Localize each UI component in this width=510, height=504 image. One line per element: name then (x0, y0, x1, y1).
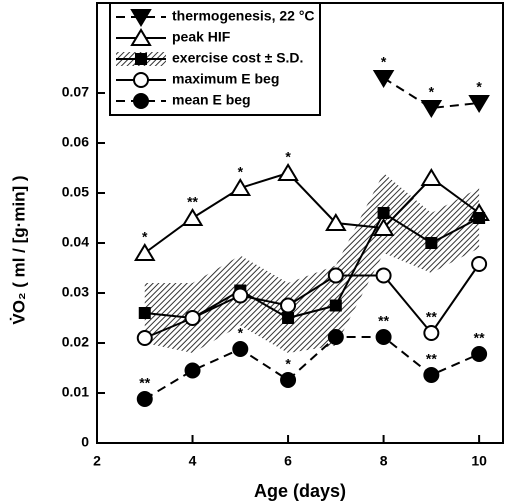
point (133, 243, 156, 261)
legend-marker (133, 72, 149, 88)
point (277, 163, 299, 181)
point (184, 310, 201, 326)
point (423, 325, 440, 341)
point (181, 208, 204, 226)
significance: * (285, 149, 291, 165)
significance: * (142, 229, 148, 245)
point (471, 256, 488, 272)
legend-label: peak HIF (172, 29, 231, 45)
point (280, 372, 297, 388)
x-tick-label: 2 (93, 453, 101, 469)
significance: * (238, 325, 244, 341)
significance: * (381, 54, 387, 70)
point (327, 267, 344, 284)
point (423, 367, 440, 383)
legend-marker (130, 9, 152, 27)
significance: * (238, 164, 244, 180)
y-tick-label: 0.01 (62, 384, 89, 400)
x-tick-label: 6 (284, 453, 292, 469)
point (420, 168, 443, 186)
point (375, 329, 392, 345)
point (325, 213, 347, 231)
point (425, 237, 438, 249)
legend-label: exercise cost ± S.D. (172, 50, 303, 66)
legend-label: maximum E beg (172, 71, 279, 87)
series-line (383, 77, 480, 110)
x-tick-label: 8 (380, 453, 388, 469)
series-line (144, 171, 480, 254)
point (232, 287, 249, 304)
point (138, 307, 151, 319)
significance: ** (426, 351, 437, 367)
point (280, 297, 297, 314)
legend-marker (133, 93, 149, 109)
y-tick-label: 0 (81, 434, 89, 450)
significance: ** (378, 313, 389, 329)
point (372, 70, 395, 88)
y-tick-label: 0.03 (62, 284, 89, 300)
x-axis-label: Age (days) (254, 481, 346, 501)
significance: * (476, 79, 482, 95)
significance: ** (426, 309, 437, 325)
point (473, 212, 486, 224)
y-tick-label: 0.05 (62, 184, 89, 200)
point (468, 95, 490, 113)
x-tick-label: 4 (189, 453, 197, 469)
point (282, 312, 295, 324)
point (136, 330, 153, 346)
point (136, 391, 153, 407)
y-tick-label: 0.06 (62, 134, 89, 150)
significance: * (285, 356, 291, 372)
y-tick-label: 0.04 (62, 234, 89, 250)
series-line (144, 263, 480, 339)
x-tick-label: 10 (471, 453, 487, 469)
point (372, 218, 395, 236)
point (420, 100, 443, 118)
significance: * (429, 84, 435, 100)
point (327, 329, 344, 345)
point (329, 299, 342, 312)
y-tick-label: 0.07 (62, 84, 89, 100)
y-tick-label: 0.02 (62, 334, 89, 350)
legend-marker (130, 28, 152, 46)
point (377, 207, 390, 219)
significance: ** (474, 330, 485, 346)
point (232, 341, 249, 357)
legend-marker (135, 53, 147, 65)
sd-band (144, 173, 480, 353)
point (471, 346, 488, 362)
point (184, 362, 201, 379)
significance: ** (187, 194, 198, 210)
series-line (144, 336, 480, 400)
legend-label: mean E beg (172, 92, 251, 108)
point (229, 178, 252, 196)
point (375, 267, 392, 284)
legend-label: thermogenesis, 22 °C (172, 8, 315, 24)
significance: ** (139, 375, 150, 391)
y-axis-label: V̇O₂ ( ml / [g·min] ) (9, 175, 28, 324)
